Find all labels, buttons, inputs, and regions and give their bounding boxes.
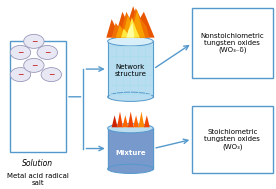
Circle shape — [10, 68, 31, 82]
Polygon shape — [144, 115, 150, 127]
Polygon shape — [122, 115, 128, 127]
Circle shape — [24, 34, 44, 48]
Polygon shape — [116, 10, 145, 38]
Ellipse shape — [108, 164, 153, 174]
Bar — [108, 128, 153, 169]
Circle shape — [24, 58, 44, 72]
Text: −: − — [17, 48, 24, 57]
Text: Metal acid radical
salt: Metal acid radical salt — [7, 173, 69, 186]
Ellipse shape — [108, 37, 153, 46]
Polygon shape — [106, 6, 155, 38]
Text: Stoichiometric
tungsten oxides
(WO₃): Stoichiometric tungsten oxides (WO₃) — [205, 129, 260, 149]
Bar — [108, 41, 153, 97]
Polygon shape — [128, 112, 134, 127]
FancyBboxPatch shape — [192, 106, 273, 173]
Text: Solution: Solution — [22, 159, 54, 168]
Circle shape — [41, 68, 62, 82]
FancyBboxPatch shape — [192, 8, 273, 78]
Text: −: − — [31, 61, 37, 70]
Text: −: − — [31, 37, 37, 46]
Polygon shape — [121, 17, 140, 38]
Circle shape — [37, 45, 57, 60]
Polygon shape — [139, 112, 144, 127]
Text: −: − — [44, 48, 51, 57]
Ellipse shape — [108, 92, 153, 101]
Polygon shape — [117, 112, 123, 127]
Polygon shape — [112, 8, 149, 38]
Text: −: − — [48, 70, 54, 79]
Text: Nonstoichiometric
tungsten oxides
(WO₃₋δ): Nonstoichiometric tungsten oxides (WO₃₋δ… — [200, 33, 264, 53]
Ellipse shape — [108, 124, 153, 133]
Polygon shape — [133, 115, 139, 127]
Text: −: − — [17, 70, 24, 79]
Polygon shape — [126, 23, 134, 38]
Polygon shape — [112, 115, 118, 127]
Text: Network
structure: Network structure — [115, 64, 146, 77]
Circle shape — [10, 45, 31, 60]
FancyBboxPatch shape — [10, 41, 66, 152]
Text: Mixture: Mixture — [115, 150, 146, 156]
